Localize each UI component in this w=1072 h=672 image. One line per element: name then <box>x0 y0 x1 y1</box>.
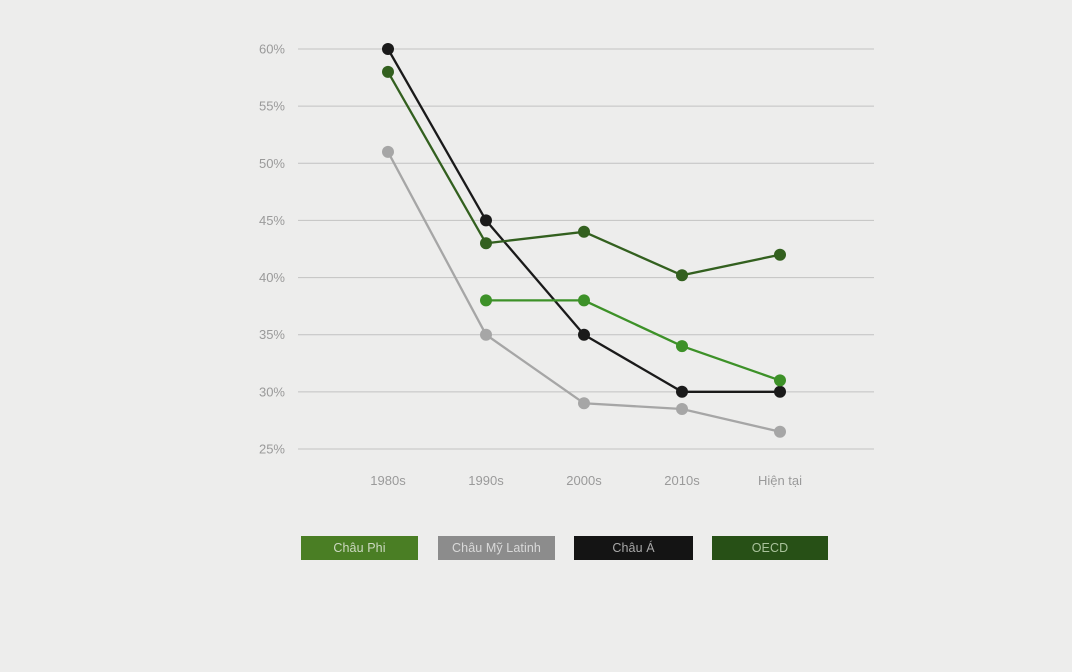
svg-text:Hiện tại: Hiện tại <box>758 473 802 488</box>
svg-text:1980s: 1980s <box>370 473 406 488</box>
svg-text:40%: 40% <box>259 270 285 285</box>
svg-text:45%: 45% <box>259 213 285 228</box>
svg-text:35%: 35% <box>259 327 285 342</box>
svg-text:2010s: 2010s <box>664 473 700 488</box>
svg-text:55%: 55% <box>259 99 285 114</box>
svg-text:2000s: 2000s <box>566 473 602 488</box>
svg-text:1990s: 1990s <box>468 473 504 488</box>
svg-text:60%: 60% <box>259 42 285 57</box>
svg-text:30%: 30% <box>259 384 285 399</box>
svg-text:50%: 50% <box>259 156 285 171</box>
svg-text:25%: 25% <box>259 442 285 457</box>
